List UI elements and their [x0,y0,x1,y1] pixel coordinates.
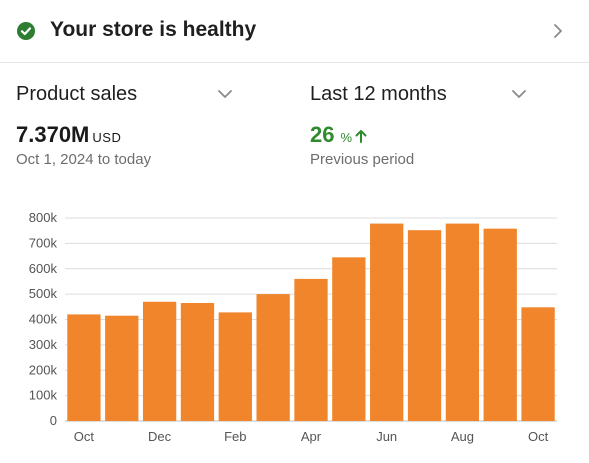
y-tick-label: 0 [50,413,57,428]
x-tick-label: Dec [148,429,172,444]
store-health-row[interactable]: Your store is healthy [0,0,589,63]
x-tick-label: Feb [224,429,246,444]
y-tick-label: 300k [29,337,58,352]
bar-dec-2[interactable] [142,301,177,421]
x-tick-label: Oct [528,429,549,444]
bar-sep-11[interactable] [483,228,517,421]
total-sales-unit: USD [92,130,122,145]
metric-selector-label: Product sales [16,83,138,105]
bar-oct-12[interactable] [521,307,555,421]
bar-jan-3[interactable] [180,303,215,421]
date-range-label: Oct 1, 2024 to today [16,151,152,168]
y-tick-label: 400k [29,312,58,327]
check-circle-icon [17,22,35,40]
y-tick-label: 700k [29,235,58,250]
bar-jul-9[interactable] [407,230,442,421]
period-selector-label: Last 12 months [310,83,447,105]
store-health-title: Your store is healthy [50,18,257,41]
sales-bar-chart: 0 100k 200k 300k 400k 500k 600k 700k 800k Oct Dec F… [29,210,557,444]
y-tick-label: 600k [29,261,58,276]
bar-nov-1[interactable] [105,315,139,421]
x-tick-label: Aug [451,429,474,444]
chevron-down-icon [512,90,526,98]
bar-feb-4[interactable] [218,312,252,421]
bar-mar-5[interactable] [256,294,290,421]
comparison-label: Previous period [310,151,415,168]
y-tick-label: 500k [29,286,58,301]
x-tick-label: Apr [301,429,322,444]
bar-jun-8[interactable] [370,223,404,421]
y-tick-label: 100k [29,388,58,403]
bar-apr-6[interactable] [294,278,328,421]
y-tick-label: 800k [29,210,58,225]
bar-may-7[interactable] [332,257,366,421]
chevron-right-icon[interactable] [551,22,565,40]
arrow-up-icon [355,130,367,144]
total-sales-number: 7.370M [16,122,90,147]
growth-number: 26 [310,122,335,147]
chevron-down-icon [218,90,232,98]
period-selector[interactable]: Last 12 months [310,80,530,112]
y-tick-label: 200k [29,362,58,377]
x-tick-label: Jun [376,429,397,444]
bar-aug-10[interactable] [445,223,480,421]
metric-selector[interactable]: Product sales [16,80,236,112]
total-sales-value: 7.370M USD [16,122,121,148]
x-tick-label: Oct [74,429,95,444]
growth-unit: % [340,130,353,145]
growth-value: 26% [310,122,368,148]
bar-oct-0[interactable] [67,314,101,421]
